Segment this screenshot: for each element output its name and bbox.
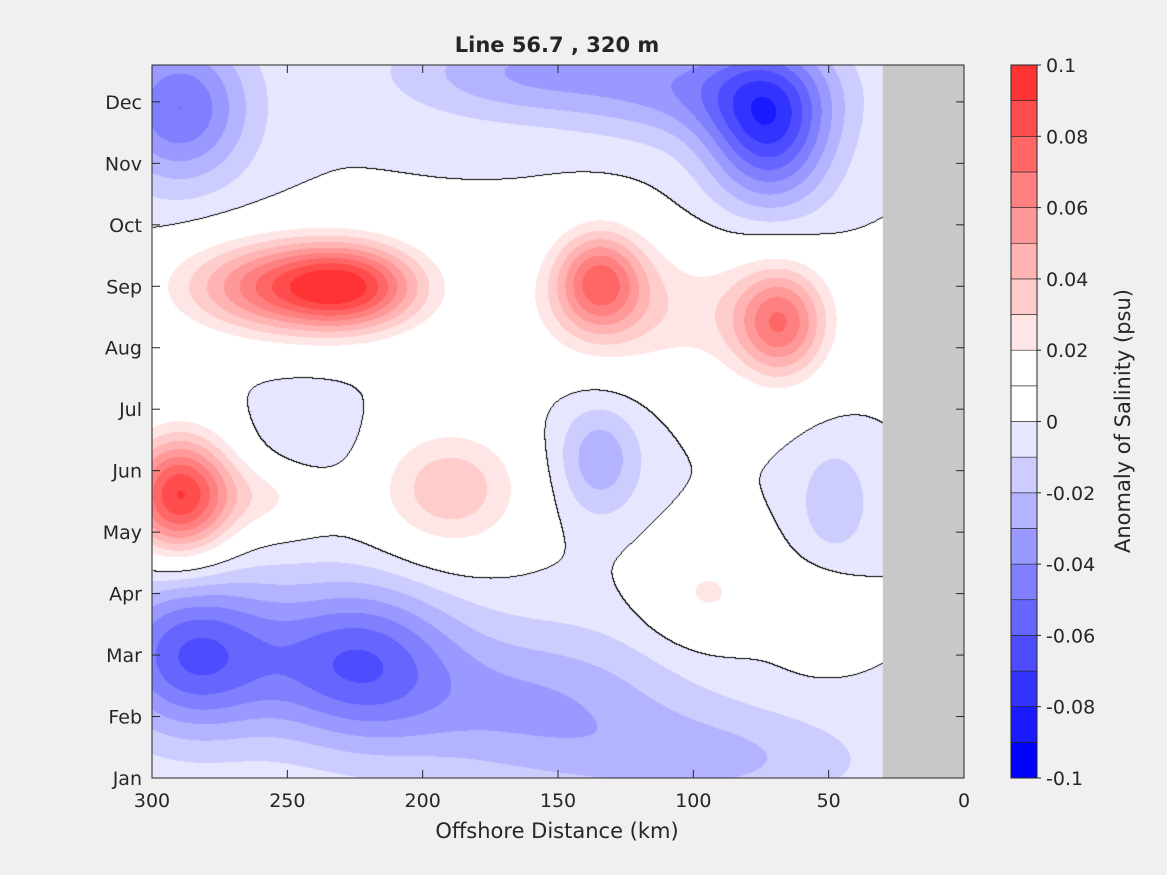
x-tick-label: 200	[405, 790, 441, 812]
colorbar-swatch	[1010, 456, 1038, 494]
colorbar-swatch	[1010, 706, 1038, 743]
y-tick-label: Dec	[105, 92, 142, 114]
colorbar-swatch	[1010, 207, 1038, 244]
colorbar-swatch	[1010, 314, 1038, 351]
y-tick-label: May	[103, 522, 142, 544]
x-axis-label: Offshore Distance (km)	[435, 819, 678, 843]
y-axis: Jan Feb Mar Apr May Jun Jul Aug Sep Oct Nov Dec	[103, 92, 964, 790]
colorbar-tick-label: 0	[1046, 412, 1058, 434]
colorbar-swatches	[1010, 64, 1038, 779]
colorbar-ticks: 0.1 0.08 0.06 0.04 0.02 0 -0.02 -0.04 -0.06 -0.08…	[1037, 55, 1095, 790]
colorbar-swatch	[1010, 742, 1038, 779]
x-axis: 300 250 200 150 100 50 0	[134, 65, 970, 812]
colorbar-swatch	[1010, 242, 1038, 280]
colorbar-tick-label: -0.06	[1046, 625, 1095, 647]
chart-title: Line 56.7 , 320 m	[455, 33, 660, 57]
x-tick-label: 100	[675, 790, 711, 812]
colorbar-swatch	[1010, 100, 1038, 137]
no-data-region	[882, 65, 964, 778]
y-tick-label: Oct	[109, 215, 142, 237]
y-tick-label: Jun	[111, 461, 142, 483]
colorbar-swatch	[1010, 528, 1038, 565]
salinity-anomaly-field	[152, 65, 964, 778]
colorbar-tick-label: 0.02	[1046, 340, 1088, 362]
colorbar-swatch	[1010, 421, 1038, 458]
x-tick-label: 50	[817, 790, 841, 812]
y-tick-label: Apr	[109, 584, 142, 606]
plot-area: 300 250 200 150 100 50 0 Jan Feb Mar Apr May Jun Jul…	[103, 64, 970, 812]
colorbar-swatch	[1010, 385, 1038, 422]
colorbar-swatch	[1010, 349, 1038, 387]
colorbar: 0.1 0.08 0.06 0.04 0.02 0 -0.02 -0.04 -0.06 -0.08…	[1010, 55, 1135, 790]
y-tick-label: Nov	[105, 153, 142, 175]
colorbar-tick-label: 0.1	[1046, 55, 1076, 77]
colorbar-tick-label: -0.04	[1046, 554, 1095, 576]
colorbar-swatch	[1010, 599, 1038, 636]
y-tick-label: Aug	[105, 338, 142, 360]
y-tick-label: Mar	[106, 645, 142, 667]
x-tick-label: 150	[540, 790, 576, 812]
colorbar-swatch	[1010, 670, 1038, 707]
colorbar-swatch	[1010, 278, 1038, 315]
colorbar-label: Anomaly of Salinity (psu)	[1111, 289, 1135, 553]
colorbar-tick-label: 0.08	[1046, 126, 1088, 148]
colorbar-tick-label: -0.02	[1046, 483, 1095, 505]
colorbar-swatch	[1010, 171, 1038, 208]
colorbar-tick-label: -0.08	[1046, 697, 1095, 719]
colorbar-swatch	[1010, 136, 1038, 173]
colorbar-tick-label: 0.04	[1046, 269, 1088, 291]
colorbar-swatch	[1010, 492, 1038, 529]
x-tick-label: 0	[958, 790, 970, 812]
y-tick-label: Sep	[106, 276, 142, 298]
colorbar-tick-label: 0.06	[1046, 198, 1088, 220]
y-tick-label: Jul	[118, 399, 142, 421]
colorbar-swatch	[1010, 64, 1038, 101]
colorbar-swatch	[1010, 563, 1038, 601]
y-tick-label: Feb	[108, 707, 142, 729]
y-tick-label: Jan	[112, 768, 142, 790]
x-tick-label: 250	[269, 790, 305, 812]
x-tick-label: 300	[134, 790, 170, 812]
colorbar-tick-label: -0.1	[1046, 768, 1083, 790]
colorbar-swatch	[1010, 635, 1038, 672]
